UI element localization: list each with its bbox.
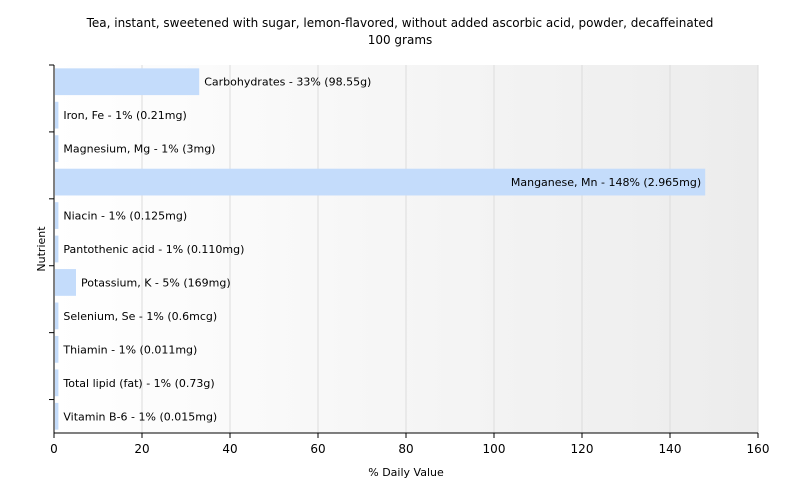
bar: [55, 369, 59, 397]
bar: [55, 135, 59, 163]
bar-label: Iron, Fe - 1% (0.21mg): [63, 109, 186, 122]
x-axis-title: % Daily Value: [368, 466, 444, 479]
x-tick-label: 0: [50, 442, 58, 456]
bar: [55, 101, 59, 129]
bar: [55, 269, 76, 296]
x-tick-label: 60: [310, 442, 325, 456]
chart-title: Tea, instant, sweetened with sugar, lemo…: [86, 16, 714, 30]
bar-labels: Carbohydrates - 33% (98.55g) Iron, Fe - 1…: [62, 76, 701, 424]
bar-label: Potassium, K - 5% (169mg): [81, 276, 231, 289]
bar: [55, 68, 200, 96]
bar-label: Selenium, Se - 1% (0.6mcg): [63, 310, 217, 323]
x-tick-label: 120: [571, 442, 594, 456]
bar: [55, 168, 706, 196]
x-tick-label: 160: [747, 442, 770, 456]
bar: [55, 202, 59, 229]
x-tick-label: 100: [483, 442, 506, 456]
x-tick-label: 140: [659, 442, 682, 456]
y-axis-ticks: [49, 64, 54, 401]
bar: [55, 302, 59, 330]
bar-label: Manganese, Mn - 148% (2.965mg): [511, 176, 701, 189]
x-tick-label: 80: [398, 442, 413, 456]
bar-label: Thiamin - 1% (0.011mg): [62, 343, 197, 356]
x-axis-ticks: 0 20 40 60 80 100 120 140 160: [50, 433, 769, 456]
bar-label: Pantothenic acid - 1% (0.110mg): [63, 243, 244, 256]
bar: [55, 235, 59, 263]
bar: [55, 402, 59, 430]
bar-label: Carbohydrates - 33% (98.55g): [204, 76, 371, 89]
chart-subtitle: 100 grams: [368, 33, 433, 47]
bar-label: Magnesium, Mg - 1% (3mg): [63, 143, 215, 156]
y-axis-title: Nutrient: [35, 226, 48, 272]
x-tick-label: 40: [222, 442, 237, 456]
x-tick-label: 20: [134, 442, 149, 456]
bar: [55, 335, 59, 363]
bars: [55, 68, 706, 430]
bar-label: Niacin - 1% (0.125mg): [63, 210, 187, 223]
gridlines: [141, 65, 759, 433]
bar-label: Vitamin B-6 - 1% (0.015mg): [63, 410, 217, 423]
bar-label: Total lipid (fat) - 1% (0.73g): [62, 377, 214, 390]
